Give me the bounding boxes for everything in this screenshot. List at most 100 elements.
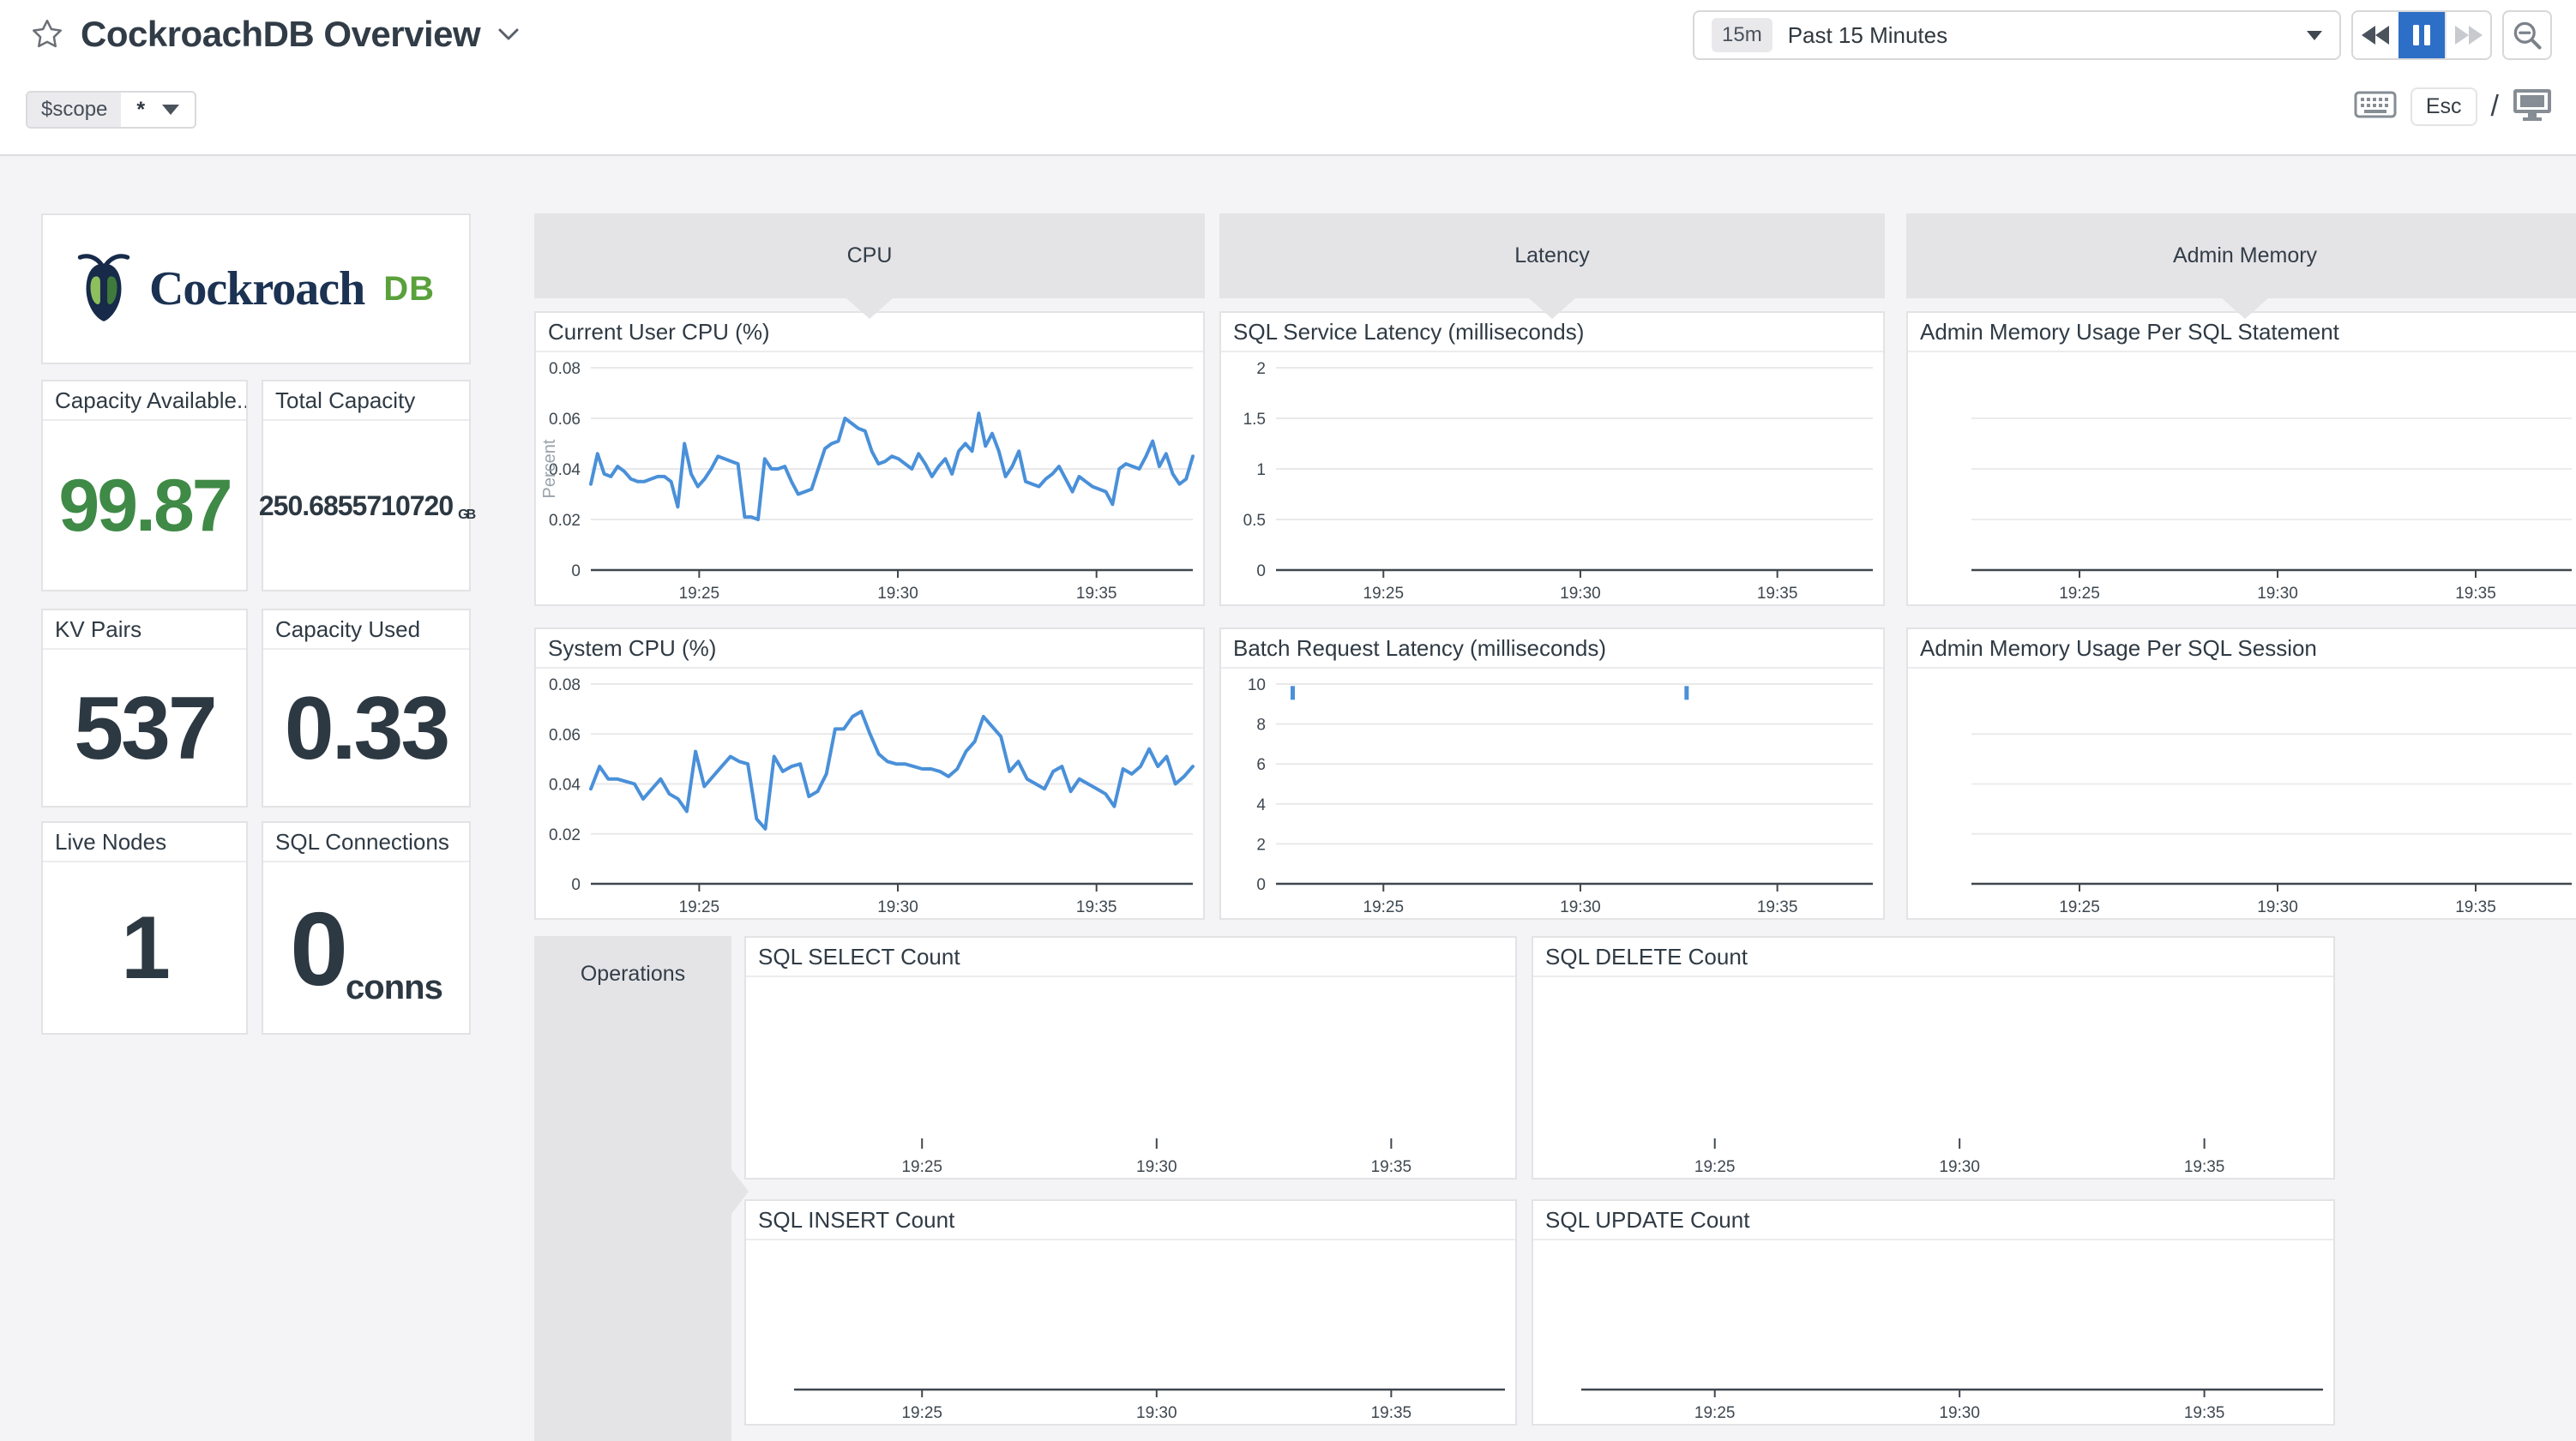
chart-title: SQL INSERT Count [746, 1201, 1515, 1240]
group-header-operations[interactable]: Operations [534, 936, 749, 1441]
chart-title: Current User CPU (%) [536, 313, 1203, 352]
page-title: CockroachDB Overview [81, 14, 481, 54]
stat-kv-pairs: KV Pairs 537 [41, 609, 248, 808]
scope-variable-name: $scope [27, 93, 122, 127]
svg-text:0: 0 [571, 876, 581, 894]
scope-variable-value: * [136, 97, 146, 122]
svg-text:19:35: 19:35 [1371, 1404, 1412, 1422]
zoom-out-button[interactable] [2502, 10, 2552, 60]
logo-brand-text: Cockroach [148, 262, 365, 315]
time-range-picker[interactable]: 15m Past 15 Minutes [1693, 10, 2341, 60]
svg-text:19:35: 19:35 [1076, 898, 1117, 916]
svg-text:0.5: 0.5 [1243, 512, 1266, 530]
svg-text:2: 2 [1256, 836, 1266, 854]
svg-text:Percent: Percent [540, 439, 559, 498]
stat-label: Total Capacity [263, 381, 469, 421]
svg-text:19:25: 19:25 [901, 1404, 942, 1422]
stat-label: Capacity Used [263, 610, 469, 650]
svg-text:19:35: 19:35 [2455, 898, 2496, 916]
svg-text:19:30: 19:30 [877, 898, 918, 916]
stat-unit: GB [458, 507, 476, 522]
svg-text:0.04: 0.04 [549, 461, 581, 479]
stat-value: 0.33 [284, 678, 450, 778]
time-range-caret-icon [2307, 30, 2322, 40]
svg-text:19:30: 19:30 [1939, 1158, 1980, 1176]
svg-text:19:25: 19:25 [679, 898, 720, 916]
stat-capacity-used: Capacity Used 0.33 [262, 609, 471, 808]
svg-text:19:30: 19:30 [1136, 1404, 1177, 1422]
keyboard-icon [2354, 89, 2397, 124]
chart-current-user-cpu[interactable]: 0 0.02 0.04 0.06 0.08 19:25 19:30 19:35 Percent [536, 354, 1203, 604]
chart-title: SQL SELECT Count [746, 938, 1515, 977]
stat-unit: conns [346, 969, 443, 1006]
svg-text:19:30: 19:30 [1939, 1404, 1980, 1422]
svg-text:19:30: 19:30 [1560, 585, 1601, 603]
title-chevron-down-icon[interactable] [497, 27, 520, 42]
stat-value: 537 [74, 678, 218, 778]
chart-panel-sql-delete-count: SQL DELETE Count 19:25 19:30 19:35 [1532, 936, 2335, 1180]
favorite-star-icon[interactable] [31, 18, 63, 51]
time-range-label: Past 15 Minutes [1787, 21, 1948, 48]
stat-value: 1 [121, 898, 171, 998]
chart-batch-request-latency[interactable]: 0 2 4 6 8 10 19:25 19:30 19:35 [1221, 670, 1883, 918]
chart-sql-delete-count[interactable]: 19:25 19:30 19:35 [1533, 979, 2333, 1178]
chart-panel-admin-memory-session: Admin Memory Usage Per SQL Session 19:25… [1906, 627, 2576, 920]
stat-capacity-available: Capacity Available... 99.87 [41, 380, 248, 591]
chart-panel-admin-memory-statement: Admin Memory Usage Per SQL Statement 19:… [1906, 311, 2576, 606]
esc-key-badge: Esc [2410, 87, 2477, 126]
chart-sql-select-count[interactable]: 19:25 19:30 19:35 [746, 979, 1515, 1178]
svg-text:19:25: 19:25 [679, 585, 720, 603]
svg-text:0: 0 [1256, 562, 1266, 580]
stat-value: 0 [290, 890, 348, 1007]
chart-admin-memory-statement[interactable]: 19:25 19:30 19:35 [1908, 354, 2576, 604]
group-header-latency[interactable]: Latency [1219, 213, 1885, 319]
chart-title: SQL DELETE Count [1533, 938, 2333, 977]
group-header-cpu[interactable]: CPU [534, 213, 1205, 319]
svg-text:0.08: 0.08 [549, 676, 581, 694]
chart-sql-service-latency[interactable]: 0 0.5 1 1.5 2 19:25 19:30 19:35 [1221, 354, 1883, 604]
svg-text:0: 0 [571, 562, 581, 580]
dashboard-title-row: CockroachDB Overview [31, 14, 520, 55]
chart-title: Batch Request Latency (milliseconds) [1221, 629, 1883, 669]
forward-button[interactable] [2444, 12, 2490, 58]
stat-value: 99.87 [58, 465, 232, 547]
stat-label: Capacity Available... [43, 381, 246, 421]
svg-text:19:35: 19:35 [2184, 1158, 2225, 1176]
group-header-admin-memory[interactable]: Admin Memory [1906, 213, 2576, 319]
chart-admin-memory-session[interactable]: 19:25 19:30 19:35 [1908, 670, 2576, 918]
svg-text:8: 8 [1256, 717, 1266, 735]
chart-sql-update-count[interactable]: 19:25 19:30 19:35 [1533, 1242, 2333, 1424]
svg-text:19:25: 19:25 [901, 1158, 942, 1176]
rewind-button[interactable] [2353, 12, 2398, 58]
tv-mode-monitor-icon[interactable] [2513, 87, 2552, 126]
chart-sql-insert-count[interactable]: 19:25 19:30 19:35 [746, 1242, 1515, 1424]
stat-value: 250.6855710720 [258, 490, 454, 521]
pause-button[interactable] [2398, 12, 2445, 58]
chart-title: SQL Service Latency (milliseconds) [1221, 313, 1883, 352]
chart-system-cpu[interactable]: 0 0.02 0.04 0.06 0.08 19:25 19:30 19:35 [536, 670, 1203, 918]
svg-text:0.06: 0.06 [549, 726, 581, 744]
svg-text:1: 1 [1256, 461, 1266, 479]
svg-text:19:35: 19:35 [2184, 1404, 2225, 1422]
svg-text:0.06: 0.06 [549, 411, 581, 429]
svg-text:19:25: 19:25 [2059, 585, 2100, 603]
stat-label: KV Pairs [43, 610, 246, 650]
cockroachdb-logo-widget: Cockroach DB [41, 213, 471, 364]
svg-text:19:30: 19:30 [2257, 898, 2298, 916]
stat-live-nodes: Live Nodes 1 [41, 821, 248, 1035]
svg-text:19:25: 19:25 [1694, 1404, 1736, 1422]
svg-text:19:30: 19:30 [877, 585, 918, 603]
svg-text:19:25: 19:25 [1694, 1158, 1736, 1176]
scope-template-variable-picker[interactable]: $scope * [26, 91, 197, 129]
group-label: Operations [580, 962, 686, 986]
chart-panel-batch-request-latency: Batch Request Latency (milliseconds) 0 2 4… [1219, 627, 1885, 920]
chart-panel-system-cpu: System CPU (%) 0 0.02 0.04 0.06 0.08 19:25 19:… [534, 627, 1205, 920]
svg-text:19:30: 19:30 [1136, 1158, 1177, 1176]
svg-text:0.04: 0.04 [549, 777, 581, 795]
stat-label: SQL Connections [263, 823, 469, 862]
svg-text:19:30: 19:30 [1560, 898, 1601, 916]
time-range-badge: 15m [1712, 18, 1773, 52]
chart-panel-sql-select-count: SQL SELECT Count 19:25 19:30 19:35 [744, 936, 1517, 1180]
svg-text:4: 4 [1256, 796, 1266, 814]
stat-total-capacity: Total Capacity 250.6855710720 GB [258, 380, 476, 591]
